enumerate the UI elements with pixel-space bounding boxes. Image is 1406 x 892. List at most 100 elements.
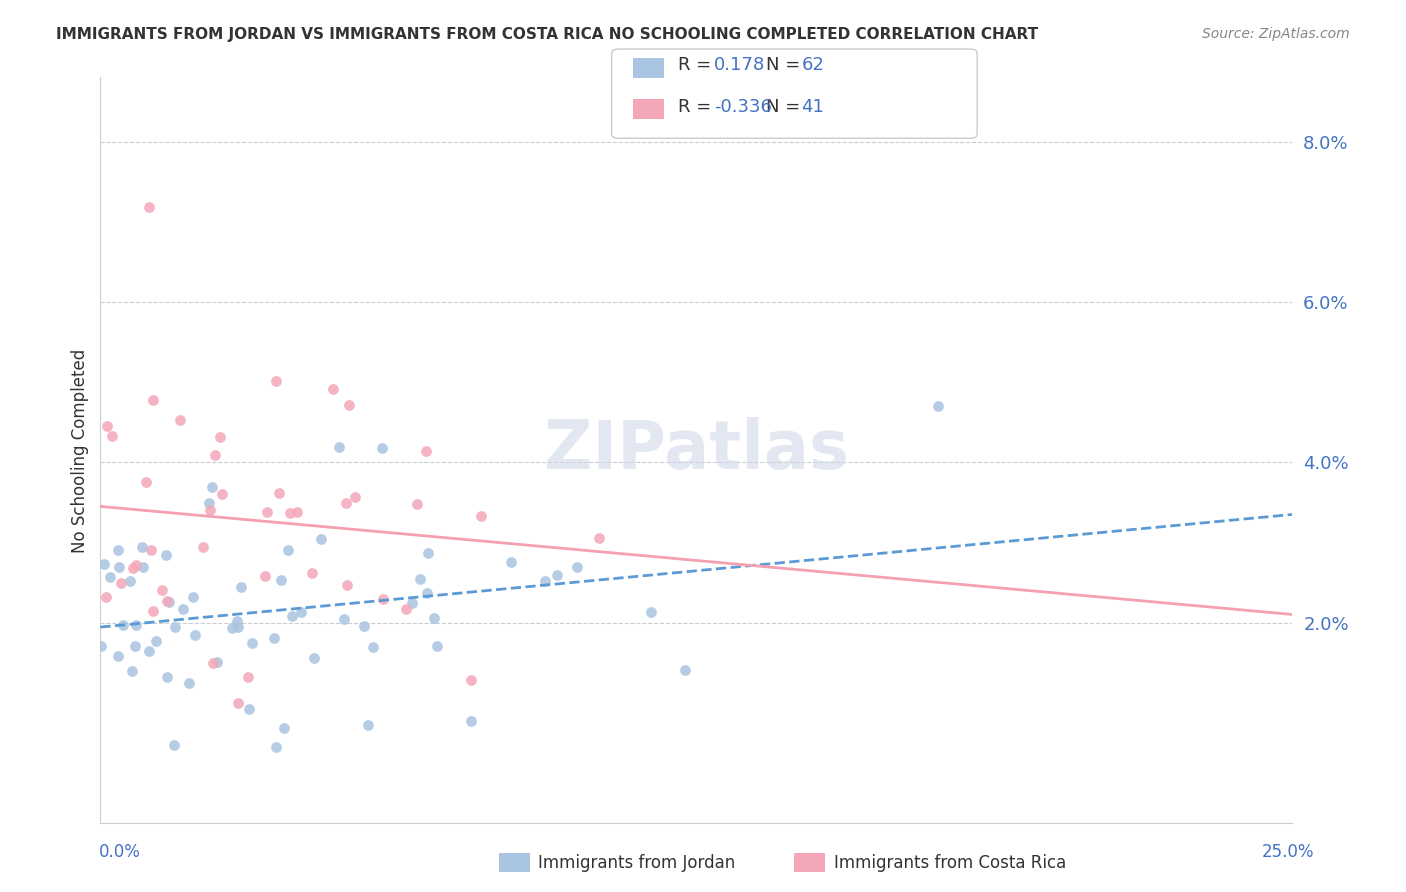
Point [344,490,367,504]
Point [141,542,163,557]
Point [361,640,384,655]
Point [198,503,221,517]
Text: R =: R = [678,56,717,74]
Point [285,504,308,518]
Point [640,605,662,619]
Point [198,496,221,510]
Point [205,655,228,669]
Point [238,701,260,715]
Point [588,531,610,545]
Text: 41: 41 [801,98,824,116]
Point [156,594,179,608]
Text: -0.336: -0.336 [714,98,772,116]
Text: N =: N = [766,56,806,74]
Point [200,480,222,494]
Point [138,200,160,214]
Point [460,714,482,728]
Point [142,604,165,618]
Text: Immigrants from Jordan: Immigrants from Jordan [538,854,735,871]
Point [156,670,179,684]
Point [321,382,343,396]
Text: 0.178: 0.178 [714,56,765,74]
Point [273,722,295,736]
Point [112,618,135,632]
Point [229,580,252,594]
Point [124,618,146,632]
Point [302,651,325,665]
Point [107,648,129,663]
Point [108,560,131,574]
Point [226,620,249,634]
Point [157,595,180,609]
Point [96,591,118,605]
Point [353,619,375,633]
Point [98,569,121,583]
Point [142,392,165,407]
Point [546,567,568,582]
Point [193,540,215,554]
Point [309,533,332,547]
Text: IMMIGRANTS FROM JORDAN VS IMMIGRANTS FROM COSTA RICA NO SCHOOLING COMPLETED CORR: IMMIGRANTS FROM JORDAN VS IMMIGRANTS FRO… [56,27,1039,42]
Point [184,628,207,642]
Point [423,611,446,625]
Point [90,639,112,653]
Text: ZIPatlas: ZIPatlas [544,417,849,483]
Point [226,696,249,710]
Point [169,413,191,427]
Point [145,634,167,648]
Point [253,569,276,583]
Point [264,739,287,754]
Point [165,619,187,633]
Point [357,718,380,732]
Point [281,608,304,623]
Point [221,621,243,635]
Point [172,602,194,616]
Point [131,559,153,574]
Text: R =: R = [678,98,717,116]
Point [408,572,430,586]
Point [277,543,299,558]
Point [110,575,132,590]
Point [204,448,226,462]
Point [499,555,522,569]
Point [278,506,301,520]
Point [333,611,356,625]
Y-axis label: No Schooling Completed: No Schooling Completed [72,349,89,552]
Point [96,419,118,434]
Point [927,399,949,413]
Point [179,676,201,690]
Point [256,505,278,519]
Point [107,543,129,558]
Point [150,582,173,597]
Point [336,578,359,592]
Text: 25.0%: 25.0% [1263,843,1315,861]
Point [208,430,231,444]
Point [418,546,440,560]
Point [238,670,260,684]
Point [138,644,160,658]
Point [181,591,204,605]
Text: 62: 62 [801,56,824,74]
Point [565,560,588,574]
Point [673,663,696,677]
Point [93,557,115,571]
Point [163,739,186,753]
Point [122,561,145,575]
Point [301,566,323,581]
Point [211,486,233,500]
Point [135,475,157,489]
Text: Immigrants from Costa Rica: Immigrants from Costa Rica [834,854,1066,871]
Point [534,574,557,588]
Point [202,656,225,670]
Text: 0.0%: 0.0% [98,843,141,861]
Point [415,443,437,458]
Point [270,573,292,587]
Point [460,673,482,687]
Point [370,441,392,455]
Point [406,497,429,511]
Point [101,428,124,442]
Point [131,541,153,555]
Point [240,635,263,649]
Point [426,639,449,653]
Point [371,592,394,607]
